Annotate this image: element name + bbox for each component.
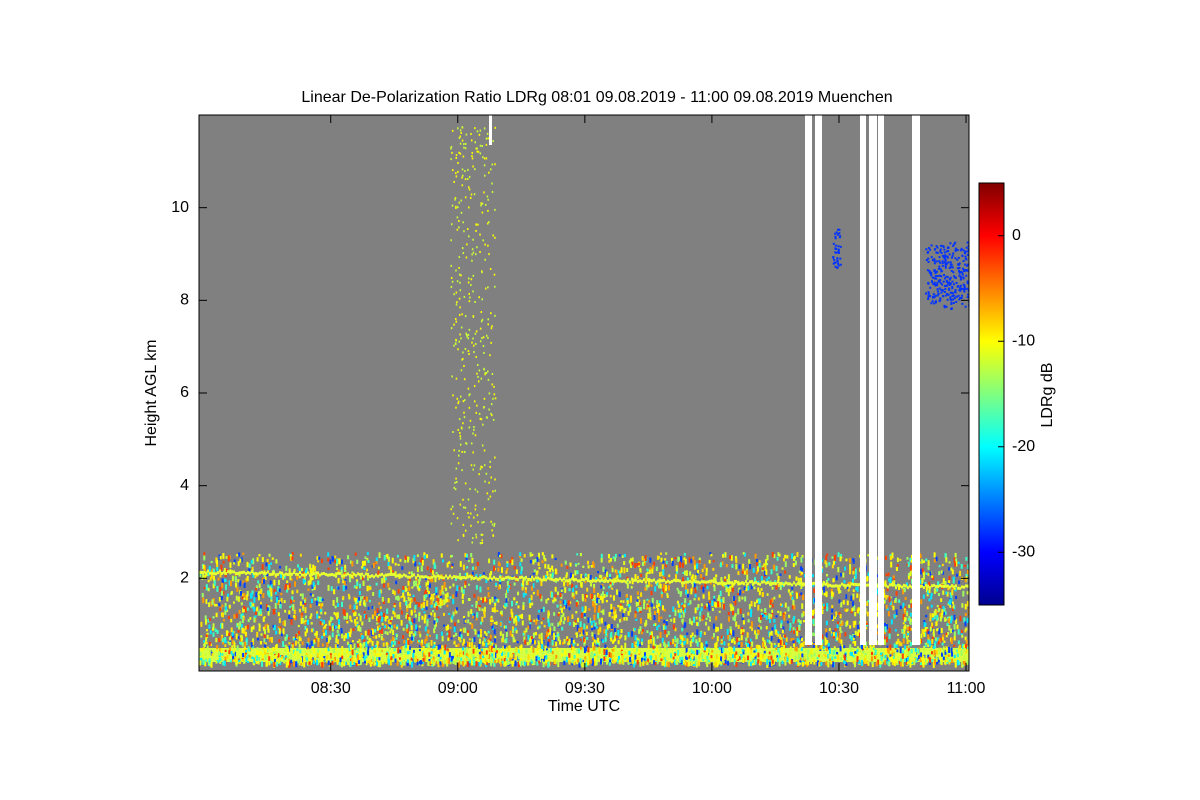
colorbar-label: LDRg dB xyxy=(1039,363,1056,428)
colorbar-tick-label: 0 xyxy=(1012,227,1021,244)
y-tick-label: 6 xyxy=(180,384,189,401)
y-tick-label: 2 xyxy=(180,570,189,587)
y-tick-label: 10 xyxy=(171,199,189,216)
x-tick-label: 11:00 xyxy=(947,680,986,697)
x-tick-label: 09:30 xyxy=(565,680,605,697)
signal-texture xyxy=(199,115,969,668)
y-tick-label: 4 xyxy=(180,477,189,494)
y-axis-label: Height AGL km xyxy=(143,339,160,446)
plot-background xyxy=(199,115,969,671)
chart-title: Linear De-Polarization Ratio LDRg 08:01 … xyxy=(301,89,892,106)
x-tick-label: 09:00 xyxy=(438,680,478,697)
y-tick-label: 8 xyxy=(180,292,189,309)
colorbar-tick-label: -20 xyxy=(1012,438,1035,455)
x-tick-label: 10:30 xyxy=(819,680,859,697)
colorbar xyxy=(978,182,1005,606)
x-tick-label: 10:00 xyxy=(692,680,732,697)
x-tick-label: 08:30 xyxy=(311,680,351,697)
x-axis-label: Time UTC xyxy=(548,698,620,715)
colorbar-tick-label: -10 xyxy=(1012,332,1035,349)
colorbar-tick-label: -30 xyxy=(1012,543,1035,560)
